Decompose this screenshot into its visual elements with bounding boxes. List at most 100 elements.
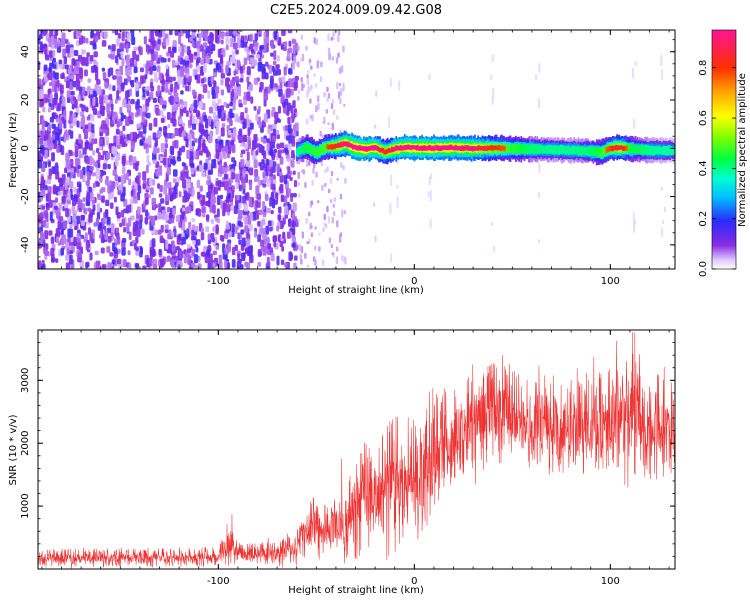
spectrogram-noise-cell <box>226 262 231 269</box>
spectrogram-noise-cell <box>39 41 43 51</box>
spectrogram-noise-cell <box>117 190 122 196</box>
spectrogram-noise-cell <box>223 101 227 107</box>
spectrogram-noise-cell <box>242 168 247 173</box>
spectrogram-noise-cell <box>200 94 205 100</box>
spectrogram-noise-cell <box>65 44 70 54</box>
spectrogram-track-cell <box>483 145 486 151</box>
spectrogram-noise-cell <box>215 149 220 159</box>
spectrogram-noise-cell <box>258 121 262 129</box>
spectrogram-noise-cell <box>103 218 107 225</box>
spectrogram-track-cell <box>628 143 630 154</box>
spectrogram-noise-cell <box>74 157 79 167</box>
spectrogram-track-cell <box>467 147 470 150</box>
spectrogram-noise-cell <box>272 60 277 66</box>
spectrogram-track-cell <box>298 146 301 155</box>
spectrogram-noise-cell <box>79 169 84 180</box>
spectrogram-noise-cell <box>311 179 314 186</box>
spectrogram-noise-cell <box>280 259 285 266</box>
spectrogram-noise-cell <box>111 236 115 241</box>
spectrogram-track-cell <box>348 144 351 147</box>
spectrogram-noise-cell <box>77 164 81 170</box>
spectrogram-noise-cell <box>165 239 169 250</box>
spectrogram-noise-cell <box>184 165 188 171</box>
spectrogram-track-cell <box>499 146 502 152</box>
spectrogram-track-cell <box>620 145 623 150</box>
spectrogram-track-cell <box>395 147 398 151</box>
spectrogram-noise-cell <box>178 128 183 134</box>
spectrogram-noise-cell <box>306 74 309 79</box>
spectrogram-noise-cell <box>340 65 344 73</box>
spectrogram-track-cell <box>324 143 326 153</box>
spectrogram-noise-cell <box>165 177 169 182</box>
spectrogram-noise-cell <box>246 66 251 76</box>
spectrogram-track-cell <box>621 146 624 151</box>
spectrogram-track-cell <box>659 146 662 155</box>
spectrogram-noise-cell <box>244 143 249 150</box>
spectrogram-noise-cell <box>84 106 89 112</box>
spectrogram-noise-cell <box>196 239 201 246</box>
spectrogram-noise-cell <box>291 139 296 147</box>
spectrogram-noise-cell <box>190 167 195 175</box>
spectrogram-noise-cell <box>135 264 139 269</box>
spectrogram-noise-cell <box>153 117 158 127</box>
spectrogram-noise-cell <box>106 246 111 253</box>
spectrogram-track-cell <box>439 147 442 150</box>
spectrogram-noise-cell <box>89 252 93 261</box>
spectrogram-noise-cell <box>55 236 60 244</box>
spectrogram-track-cell <box>521 145 524 154</box>
spectrogram-noise-cell <box>262 200 266 210</box>
spectrogram-track-cell <box>528 144 531 154</box>
spectrogram-track-cell <box>431 147 434 150</box>
spectrogram-track-cell <box>561 145 564 155</box>
spectrogram-noise-cell <box>172 245 176 251</box>
spectrogram-noise-cell <box>291 150 295 159</box>
spectrogram-noise-cell <box>389 77 392 88</box>
spectrogram-track-cell <box>457 146 460 149</box>
spectrogram-track-cell <box>385 149 388 155</box>
spectrogram-track-cell <box>440 146 443 149</box>
spectrogram-noise-cell <box>159 97 164 106</box>
spectrogram-noise-cell <box>38 30 41 35</box>
spectrogram-noise-cell <box>240 40 245 48</box>
spectrogram-noise-cell <box>249 180 253 191</box>
spectrogram-noise-cell <box>307 70 310 74</box>
spectrogram-noise-cell <box>270 75 274 85</box>
spectrogram-noise-cell <box>139 125 144 130</box>
spectrogram-noise-cell <box>218 30 222 37</box>
spectrogram-noise-cell <box>157 31 163 38</box>
spectrogram-track-cell <box>442 146 445 149</box>
spectrogram-noise-cell <box>117 239 120 245</box>
spectrogram-track-cell <box>672 146 675 155</box>
spectrogram-track-cell <box>627 144 629 152</box>
spectrogram-noise-cell <box>313 73 316 77</box>
spectrogram-track-cell <box>340 141 343 148</box>
spectrogram-track-cell <box>580 146 583 157</box>
spectrogram-noise-cell <box>114 174 119 182</box>
spectrogram-track-cell <box>497 145 500 151</box>
spectrogram-track-cell <box>571 146 573 155</box>
spectrogram-track-cell <box>380 148 383 153</box>
spectrogram-noise-cell <box>374 235 377 243</box>
spectrogram-track-cell <box>575 146 578 155</box>
spectrogram-track-cell <box>307 143 310 153</box>
spectrogram-noise-cell <box>537 239 540 244</box>
spectrogram-noise-cell <box>199 116 204 124</box>
spectrogram-noise-cell <box>128 204 132 213</box>
spectrogram-noise-cell <box>146 60 150 68</box>
spectrogram-noise-cell <box>198 32 202 43</box>
spectrogram-noise-cell <box>207 116 212 126</box>
spectrogram-noise-cell <box>57 191 62 196</box>
spectrogram-track-cell <box>306 143 309 153</box>
spectrogram-track-cell <box>381 147 384 153</box>
spectrogram-noise-cell <box>120 209 125 218</box>
spectrogram-noise-cell <box>326 166 329 173</box>
spectrogram-noise-cell <box>390 174 393 187</box>
spectrogram-noise-cell <box>257 234 262 243</box>
spectrogram-noise-cell <box>213 80 217 88</box>
spectrogram-track-cell <box>388 148 391 153</box>
spectrogram-noise-cell <box>195 225 199 233</box>
spectrogram-noise-cell <box>115 181 120 187</box>
spectrogram-track-cell <box>441 147 444 150</box>
spectrogram-noise-cell <box>149 82 153 89</box>
spectrogram-noise-cell <box>255 54 260 59</box>
